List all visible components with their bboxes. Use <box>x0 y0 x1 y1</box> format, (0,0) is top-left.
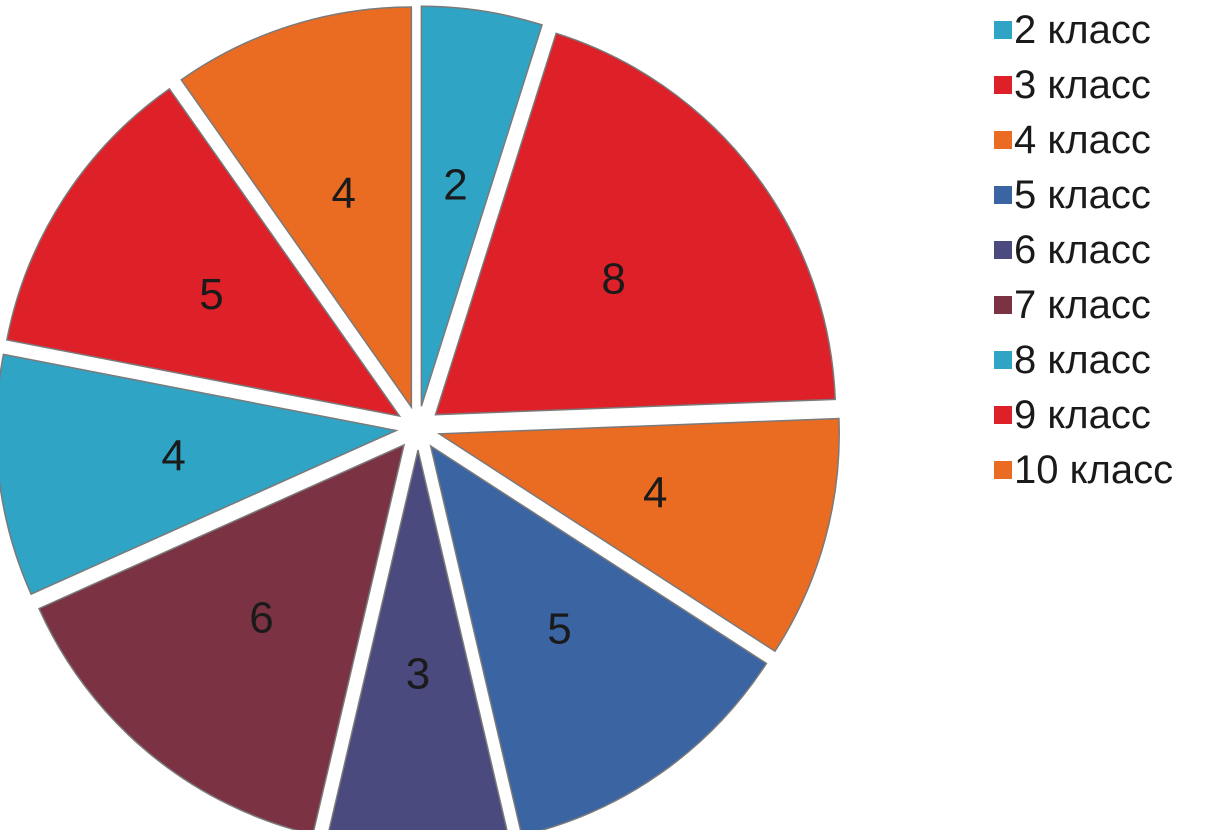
pie-slice <box>420 5 543 407</box>
legend-label: 9 класс <box>1014 393 1151 437</box>
slice-value-label: 6 <box>249 593 273 642</box>
pie-slice <box>5 87 402 418</box>
slice-value-label: 5 <box>547 605 571 654</box>
legend-label: 5 класс <box>1014 173 1151 217</box>
pie-data-labels: 2 8 4 5 3 6 4 5 4 <box>161 160 667 698</box>
legend-swatch <box>994 241 1012 259</box>
legend-item: 5 класс <box>994 173 1151 217</box>
legend-item: 6 класс <box>994 228 1151 272</box>
legend-label: 6 класс <box>1014 228 1151 272</box>
legend-swatch <box>994 76 1012 94</box>
legend-label: 7 класс <box>1014 283 1151 327</box>
legend-label: 8 класс <box>1014 338 1151 382</box>
slice-value-label: 4 <box>161 432 185 481</box>
pie-slices <box>0 5 840 830</box>
pie-slice <box>429 444 768 830</box>
legend-swatch <box>994 131 1012 149</box>
legend-item: 10 класс <box>994 448 1173 492</box>
legend-label: 4 класс <box>1014 118 1151 162</box>
legend-swatch <box>994 296 1012 314</box>
legend-swatch <box>994 406 1012 424</box>
legend-swatch <box>994 186 1012 204</box>
slice-value-label: 3 <box>406 650 430 699</box>
legend-swatch <box>994 21 1012 39</box>
legend-item: 2 класс <box>994 8 1151 52</box>
pie-slice <box>0 353 399 596</box>
slice-value-label: 5 <box>199 270 223 319</box>
pie-slice <box>38 443 406 830</box>
legend-swatch <box>994 351 1012 369</box>
slice-value-label: 4 <box>332 169 356 218</box>
slice-value-label: 8 <box>601 254 625 303</box>
pie-slice <box>434 32 836 416</box>
legend-item: 8 класс <box>994 338 1151 382</box>
legend-label: 10 класс <box>1014 448 1173 492</box>
legend-label: 2 класс <box>1014 8 1151 52</box>
legend-item: 9 класс <box>994 393 1151 437</box>
legend-swatch <box>994 461 1012 479</box>
pie-slice <box>436 417 840 653</box>
legend-label: 3 класс <box>1014 63 1151 107</box>
slice-value-label: 2 <box>443 160 467 209</box>
legend-item: 7 класс <box>994 283 1151 327</box>
legend-item: 4 класс <box>994 118 1151 162</box>
legend-item: 3 класс <box>994 63 1151 107</box>
pie-slice <box>328 449 508 830</box>
pie-slice <box>180 6 413 410</box>
slice-value-label: 4 <box>643 469 667 518</box>
chart-legend: 2 класс 3 класс 4 класс 5 класс 6 класс 7 кла… <box>994 8 1173 492</box>
